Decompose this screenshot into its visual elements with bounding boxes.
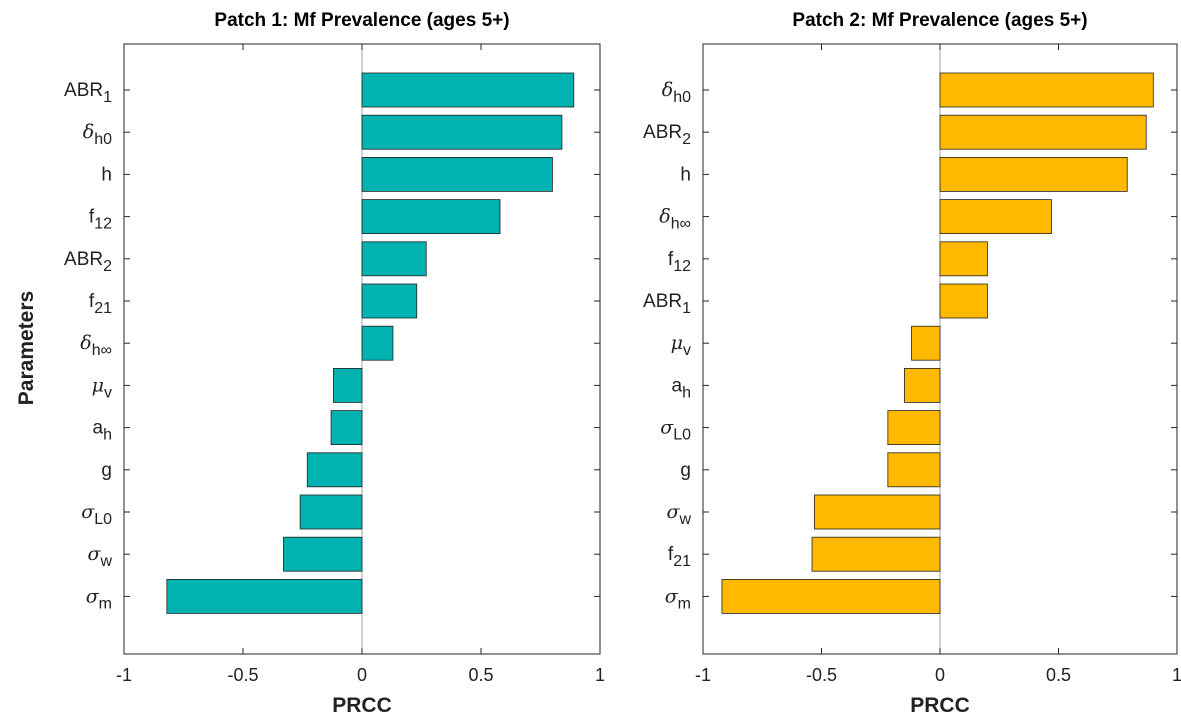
y-tick-label: ABR2 bbox=[64, 249, 112, 275]
x-tick-label: 0 bbox=[357, 665, 367, 685]
bar bbox=[811, 536, 941, 572]
chart-panel-1: Patch 1: Mf Prevalence (ages 5+) -1 -0.5 0 0… bbox=[64, 10, 605, 715]
y-tick-label: μv bbox=[671, 332, 691, 359]
bar bbox=[939, 156, 1128, 192]
y-tick-label: ah bbox=[93, 418, 112, 444]
bar bbox=[887, 452, 941, 488]
y-tick-label: f21 bbox=[668, 544, 691, 570]
x-tick-label: -1 bbox=[116, 665, 132, 685]
y-tick-label: h bbox=[680, 164, 691, 185]
bar bbox=[911, 325, 941, 361]
y-tick-label: f12 bbox=[668, 249, 691, 275]
chart-title: Patch 1: Mf Prevalence (ages 5+) bbox=[214, 10, 509, 31]
x-tick-label: -0.5 bbox=[806, 665, 837, 685]
x-axis-label: PRCC bbox=[332, 694, 392, 715]
bar bbox=[306, 452, 363, 488]
y-tick-label: ABR1 bbox=[643, 291, 691, 317]
bar bbox=[361, 283, 418, 319]
bar bbox=[330, 410, 363, 446]
y-tick-label: h bbox=[101, 164, 112, 185]
bar bbox=[939, 72, 1154, 108]
bar bbox=[361, 72, 575, 108]
x-tick-label: 0.5 bbox=[1046, 665, 1071, 685]
y-tick-label: ABR1 bbox=[64, 80, 112, 106]
chart-panel-2: Patch 2: Mf Prevalence (ages 5+) -1 -0.5 0 0… bbox=[643, 10, 1181, 715]
y-tick-label: g bbox=[680, 460, 691, 481]
y-tick-label: δh∞ bbox=[80, 332, 112, 359]
bar bbox=[939, 199, 1052, 235]
y-tick-label: δh0 bbox=[662, 79, 691, 106]
bar bbox=[361, 241, 427, 277]
y-tick-label: σL0 bbox=[81, 501, 112, 528]
y-tick-label: g bbox=[101, 460, 112, 481]
y-tick-label: σm bbox=[86, 585, 112, 612]
x-tick-label: -1 bbox=[695, 665, 711, 685]
chart-title: Patch 2: Mf Prevalence (ages 5+) bbox=[792, 10, 1087, 31]
bar bbox=[939, 241, 988, 277]
x-tick-label: 0.5 bbox=[468, 665, 493, 685]
bar bbox=[333, 367, 363, 403]
bar bbox=[904, 367, 941, 403]
y-axis-label: Parameters bbox=[15, 291, 38, 405]
x-tick-label: 1 bbox=[1172, 665, 1181, 685]
bar bbox=[721, 579, 941, 614]
bar bbox=[361, 199, 501, 235]
y-tick-label: σL0 bbox=[660, 417, 691, 444]
y-tick-label: f21 bbox=[89, 291, 112, 317]
bar bbox=[361, 325, 394, 361]
y-tick-label: δh∞ bbox=[659, 206, 691, 233]
bar bbox=[361, 114, 563, 150]
y-tick-label: σw bbox=[87, 543, 112, 570]
bar bbox=[166, 579, 363, 614]
x-tick-label: -0.5 bbox=[227, 665, 258, 685]
y-tick-label: ah bbox=[672, 375, 691, 401]
bar bbox=[361, 156, 553, 192]
bar bbox=[813, 494, 941, 530]
y-tick-label: ABR2 bbox=[643, 122, 691, 148]
x-tick-label: 0 bbox=[935, 665, 945, 685]
bar bbox=[299, 494, 363, 530]
bar bbox=[939, 114, 1147, 150]
x-axis-label: PRCC bbox=[910, 694, 970, 715]
y-tick-label: δh0 bbox=[83, 121, 112, 148]
x-tick-label: 1 bbox=[595, 665, 605, 685]
y-tick-label: f12 bbox=[89, 207, 112, 233]
y-tick-label: σw bbox=[666, 501, 691, 528]
y-tick-label: μv bbox=[92, 374, 112, 401]
bar bbox=[887, 410, 941, 446]
bar bbox=[283, 536, 363, 572]
bar bbox=[939, 283, 988, 319]
y-tick-label: σm bbox=[665, 585, 691, 612]
